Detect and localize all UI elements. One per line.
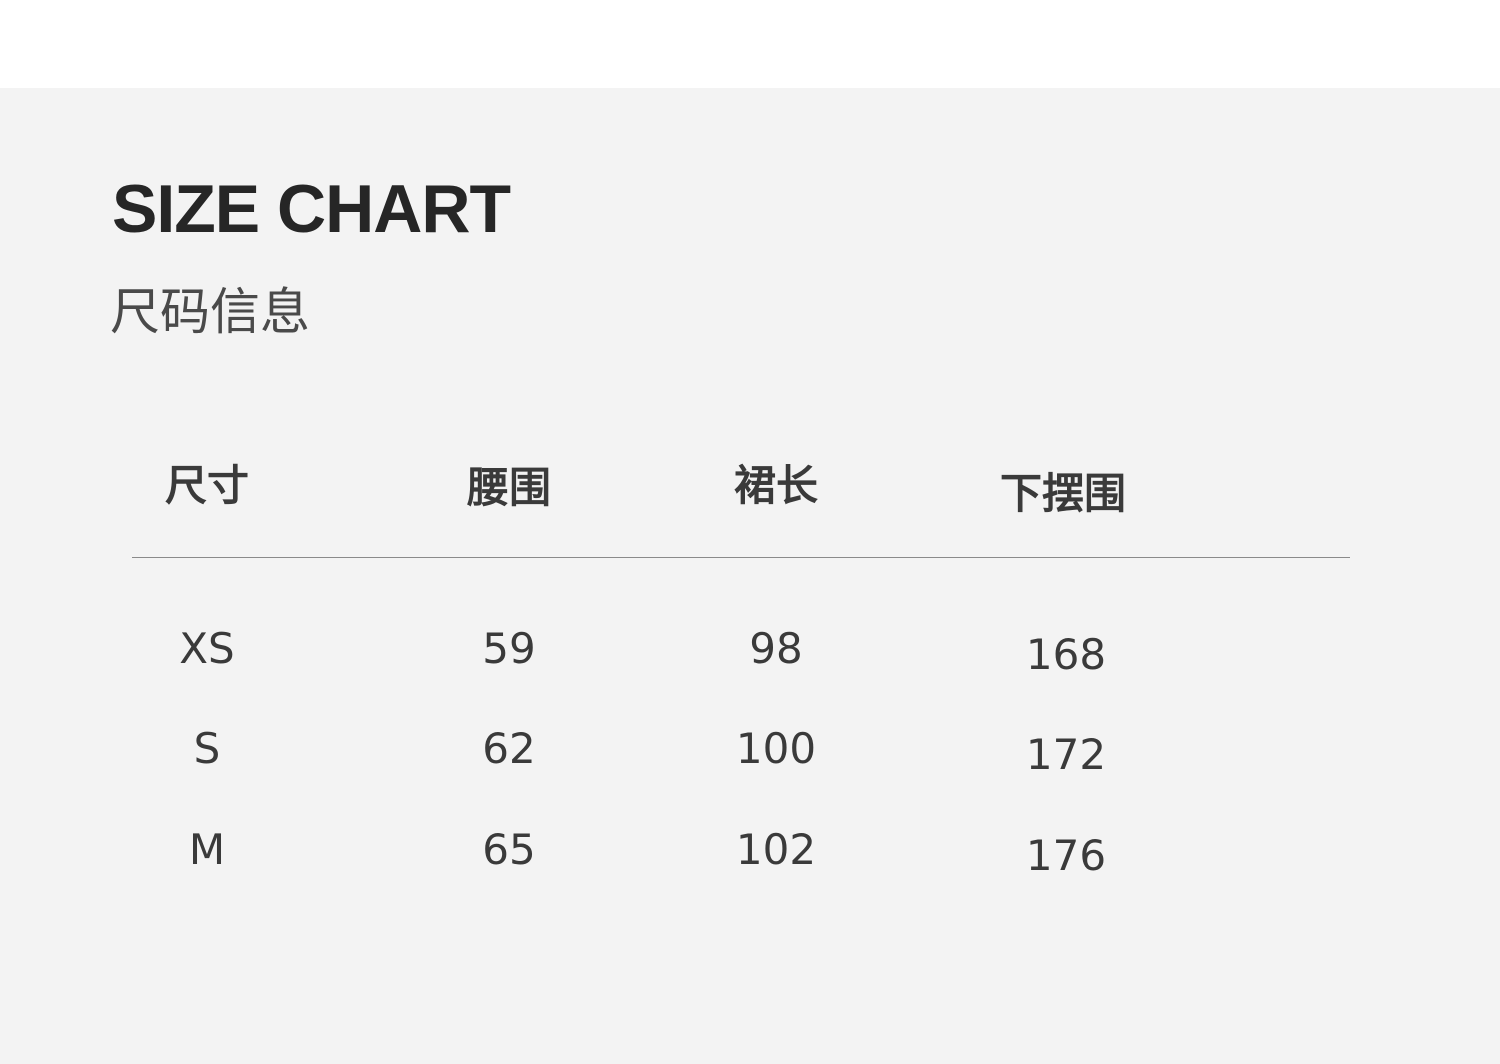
table-cell: 98 (749, 624, 803, 673)
header-divider (132, 557, 1350, 558)
table-cell: 172 (1025, 730, 1107, 779)
page-subtitle: 尺码信息 (110, 283, 310, 341)
header-skirt-length: 裙长 (733, 461, 819, 510)
table-cell: 62 (482, 724, 536, 773)
table-cell: 59 (482, 624, 536, 673)
table-cell: M (188, 825, 226, 874)
table-cell: 102 (735, 825, 817, 874)
table-cell: XS (179, 624, 235, 673)
header-waist: 腰围 (466, 463, 552, 512)
table-cell: 176 (1025, 831, 1107, 880)
header-hem: 下摆围 (999, 469, 1127, 518)
table-cell: S (193, 724, 221, 773)
size-chart-panel (0, 88, 1500, 1064)
table-cell: 65 (482, 825, 536, 874)
table-cell: 168 (1025, 630, 1107, 679)
page-title: SIZE CHART (112, 171, 511, 247)
header-size: 尺寸 (164, 461, 250, 510)
table-cell: 100 (735, 724, 817, 773)
